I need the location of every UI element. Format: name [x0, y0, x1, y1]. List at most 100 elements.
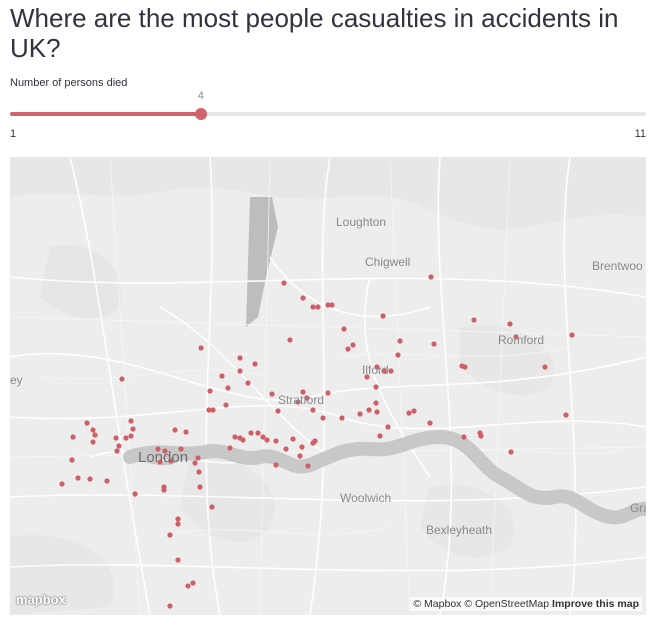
accident-point[interactable]	[341, 326, 347, 332]
accident-point[interactable]	[273, 462, 279, 468]
accident-point[interactable]	[168, 458, 174, 464]
accident-point[interactable]	[237, 355, 243, 361]
accident-point[interactable]	[248, 430, 254, 436]
accident-point[interactable]	[59, 481, 65, 487]
accident-point[interactable]	[273, 438, 279, 444]
accident-point[interactable]	[260, 434, 266, 440]
accident-point[interactable]	[290, 436, 296, 442]
accident-point[interactable]	[219, 373, 225, 379]
accident-point[interactable]	[461, 434, 467, 440]
accident-point[interactable]	[381, 368, 387, 374]
accident-map[interactable]: Loughton Chigwell Brentwoo Romford Ilfor…	[10, 157, 646, 615]
accident-point[interactable]	[119, 376, 125, 382]
accident-point[interactable]	[155, 446, 161, 452]
accident-point[interactable]	[269, 391, 275, 397]
accident-point[interactable]	[428, 274, 434, 280]
accident-point[interactable]	[312, 438, 318, 444]
accident-point[interactable]	[161, 487, 167, 493]
accident-point[interactable]	[196, 469, 202, 475]
accident-point[interactable]	[373, 384, 379, 390]
accident-point[interactable]	[128, 433, 134, 439]
accident-point[interactable]	[281, 280, 287, 286]
accident-point[interactable]	[380, 313, 386, 319]
accident-point[interactable]	[172, 427, 178, 433]
accident-point[interactable]	[210, 407, 216, 413]
attribution-text[interactable]: © Mapbox © OpenStreetMap	[413, 598, 550, 610]
accident-point[interactable]	[325, 390, 331, 396]
accident-point[interactable]	[310, 407, 316, 413]
accident-point[interactable]	[329, 302, 335, 308]
accident-point[interactable]	[542, 364, 548, 370]
accident-point[interactable]	[167, 603, 173, 609]
accident-point[interactable]	[427, 420, 433, 426]
accident-point[interactable]	[70, 434, 76, 440]
accident-point[interactable]	[128, 418, 134, 424]
accident-point[interactable]	[569, 332, 575, 338]
accident-point[interactable]	[366, 407, 372, 413]
accident-point[interactable]	[104, 478, 110, 484]
accident-point[interactable]	[206, 407, 212, 413]
accident-point[interactable]	[123, 435, 129, 441]
accident-point[interactable]	[513, 334, 519, 340]
accident-point[interactable]	[227, 445, 233, 451]
accident-point[interactable]	[223, 402, 229, 408]
accident-point[interactable]	[300, 389, 306, 395]
accident-point[interactable]	[395, 352, 401, 358]
accident-point[interactable]	[350, 342, 356, 348]
accident-point[interactable]	[237, 368, 243, 374]
slider-thumb[interactable]	[194, 108, 207, 120]
accident-point[interactable]	[162, 448, 168, 454]
accident-point[interactable]	[69, 457, 75, 463]
accident-point[interactable]	[195, 455, 201, 461]
accident-point[interactable]	[315, 304, 321, 310]
accident-point[interactable]	[252, 361, 258, 367]
accident-point[interactable]	[357, 411, 363, 417]
accident-point[interactable]	[325, 302, 331, 308]
accident-point[interactable]	[406, 410, 412, 416]
accident-point[interactable]	[190, 580, 196, 586]
accident-point[interactable]	[132, 491, 138, 497]
accident-point[interactable]	[114, 448, 120, 454]
accident-point[interactable]	[209, 504, 215, 510]
accident-point[interactable]	[90, 427, 96, 433]
accident-point[interactable]	[300, 295, 306, 301]
accident-point[interactable]	[84, 420, 90, 426]
accident-point[interactable]	[283, 446, 289, 452]
mapbox-logo[interactable]: mapbox	[16, 592, 66, 607]
persons-died-slider[interactable]: 4	[10, 90, 646, 120]
accident-point[interactable]	[377, 433, 383, 439]
accident-point[interactable]	[364, 374, 370, 380]
accident-point[interactable]	[287, 337, 293, 343]
accident-point[interactable]	[130, 426, 136, 432]
accident-point[interactable]	[225, 385, 231, 391]
accident-point[interactable]	[304, 395, 310, 401]
accident-point[interactable]	[175, 557, 181, 563]
accident-point[interactable]	[116, 443, 122, 449]
accident-point[interactable]	[305, 463, 311, 469]
accident-point[interactable]	[90, 439, 96, 445]
accident-point[interactable]	[167, 532, 173, 538]
accident-point[interactable]	[92, 432, 98, 438]
accident-point[interactable]	[198, 345, 204, 351]
accident-point[interactable]	[345, 346, 351, 352]
accident-point[interactable]	[197, 484, 203, 490]
accident-point[interactable]	[240, 437, 246, 443]
improve-map-link[interactable]: Improve this map	[552, 598, 639, 610]
accident-point[interactable]	[508, 449, 514, 455]
accident-point[interactable]	[295, 399, 301, 405]
accident-point[interactable]	[175, 521, 181, 527]
accident-point[interactable]	[388, 368, 394, 374]
accident-point[interactable]	[87, 476, 93, 482]
accident-point[interactable]	[310, 304, 316, 310]
accident-point[interactable]	[507, 321, 513, 327]
accident-point[interactable]	[264, 437, 270, 443]
accident-point[interactable]	[373, 400, 379, 406]
accident-point[interactable]	[385, 424, 391, 430]
accident-point[interactable]	[275, 408, 281, 414]
accident-point[interactable]	[157, 459, 163, 465]
accident-point[interactable]	[255, 430, 261, 436]
accident-point[interactable]	[192, 460, 198, 466]
accident-point[interactable]	[113, 435, 119, 441]
accident-point[interactable]	[185, 583, 191, 589]
accident-point[interactable]	[563, 412, 569, 418]
